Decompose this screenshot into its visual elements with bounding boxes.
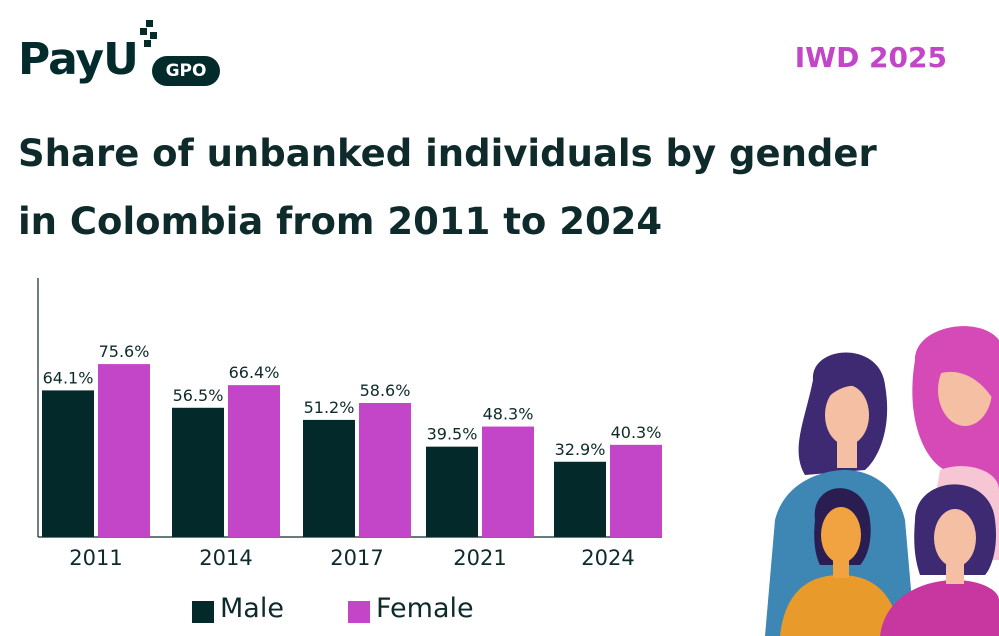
bar-male-2017 <box>303 419 355 537</box>
logo-badge: GPO <box>152 56 220 86</box>
data-label-female-2011: 75.6% <box>99 342 150 361</box>
data-label-male-2011: 64.1% <box>43 368 94 387</box>
data-label-female-2017: 58.6% <box>360 381 411 400</box>
data-label-male-2024: 32.9% <box>555 440 606 459</box>
bar-male-2011 <box>42 390 94 537</box>
event-tag: IWD 2025 <box>794 41 947 74</box>
legend-swatch-female <box>348 601 370 623</box>
bar-female-2021 <box>482 426 534 537</box>
legend-label-female: Female <box>376 593 474 624</box>
payu-gpo-logo: PayU GPO <box>18 18 223 96</box>
x-tick-label-2024: 2024 <box>581 546 634 570</box>
x-tick-label-2017: 2017 <box>330 546 383 570</box>
logo-text: PayU <box>18 34 139 85</box>
data-label-female-2014: 66.4% <box>229 363 280 382</box>
bar-male-2024 <box>554 461 606 537</box>
data-label-female-2021: 48.3% <box>483 405 534 424</box>
x-tick-label-2014: 2014 <box>199 546 252 570</box>
data-label-male-2021: 39.5% <box>427 425 478 444</box>
legend-label-male: Male <box>220 593 284 624</box>
bar-female-2024 <box>610 444 662 537</box>
page-title: Share of unbanked individuals by gender … <box>18 132 877 243</box>
bar-female-2011 <box>98 364 150 537</box>
data-label-female-2024: 40.3% <box>611 423 662 442</box>
data-label-male-2017: 51.2% <box>304 398 355 417</box>
bar-male-2021 <box>426 446 478 537</box>
group-of-women-illustration <box>765 326 999 636</box>
bar-male-2014 <box>172 407 224 537</box>
data-label-male-2014: 56.5% <box>173 386 224 405</box>
legend-swatch-male <box>192 601 214 623</box>
x-tick-label-2011: 2011 <box>69 546 122 570</box>
bar-female-2014 <box>228 385 280 537</box>
bar-female-2017 <box>359 402 411 537</box>
bar-chart: 64.1% 75.6% 2011 56.5% 66.4% 2014 51.2% 58.6% 20… <box>37 278 662 570</box>
x-tick-label-2021: 2021 <box>453 546 506 570</box>
